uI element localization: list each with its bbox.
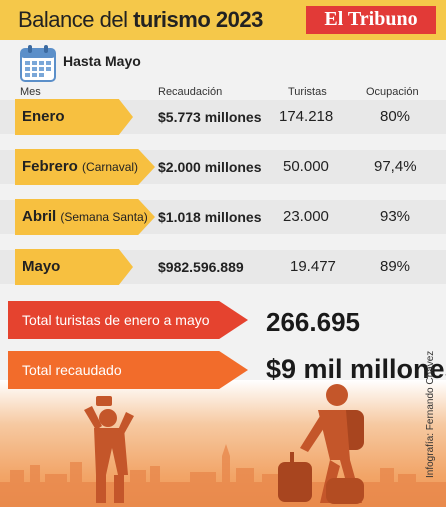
month-note: (Semana Santa) — [60, 210, 148, 224]
tourism-illustration — [0, 384, 446, 507]
recaudacion-value: $982.596.889 — [158, 259, 244, 275]
page-title: Balance del turismo 2023 — [18, 7, 263, 33]
total-recaudado-label: Total recaudado — [22, 362, 122, 378]
month-tag-mayo: Mayo — [15, 249, 133, 285]
tourist-photographer-illustration — [84, 396, 134, 503]
total-recaudado-value: $9 mil millones — [266, 354, 446, 384]
column-header-recaudacion: Recaudación — [158, 86, 223, 98]
calendar-icon — [20, 45, 56, 82]
recaudacion-value: $1.018 millones — [158, 209, 262, 225]
subtitle: Hasta Mayo — [63, 53, 141, 69]
ocupacion-value: 93% — [380, 208, 411, 225]
column-header-ocupacion: Ocupación — [366, 86, 419, 98]
ocupacion-value: 97,4% — [374, 158, 417, 175]
month-label: Abril — [22, 208, 57, 225]
turistas-value: 19.477 — [290, 258, 336, 275]
total-turistas-label: Total turistas de enero a mayo — [22, 312, 210, 328]
month-tag-abril: Abril (Semana Santa) — [15, 199, 155, 235]
total-recaudado-tag: Total recaudado — [8, 351, 248, 389]
column-header-turistas: Turistas — [288, 86, 327, 98]
recaudacion-value: $5.773 millones — [158, 109, 262, 125]
column-header-mes: Mes — [20, 86, 41, 98]
title-bold: turismo 2023 — [133, 7, 263, 32]
header-bar: Balance del turismo 2023 El Tribuno — [0, 0, 446, 40]
title-light: Balance del — [18, 7, 134, 32]
total-turistas-tag: Total turistas de enero a mayo — [8, 301, 248, 339]
month-tag-enero: Enero — [15, 99, 133, 135]
month-label: Enero — [22, 108, 65, 125]
month-tag-febrero: Febrero (Carnaval) — [15, 149, 155, 185]
brand-logo-text: El Tribuno — [324, 8, 418, 30]
recaudacion-value: $2.000 millones — [158, 159, 262, 175]
ocupacion-value: 80% — [380, 108, 411, 125]
total-turistas-value: 266.695 — [266, 307, 360, 337]
traveler-with-luggage-illustration — [278, 384, 364, 504]
turistas-value: 23.000 — [283, 208, 329, 225]
turistas-value: 50.000 — [283, 158, 329, 175]
month-note: (Carnaval) — [82, 160, 139, 174]
city-skyline-silhouette — [0, 444, 446, 507]
brand-logo[interactable]: El Tribuno — [306, 6, 436, 34]
month-label: Febrero — [22, 158, 78, 175]
turistas-value: 174.218 — [279, 108, 334, 125]
infographic-credit: Infografía: Fernando Chavez — [425, 350, 436, 478]
ocupacion-value: 89% — [380, 258, 411, 275]
month-label: Mayo — [22, 258, 61, 275]
